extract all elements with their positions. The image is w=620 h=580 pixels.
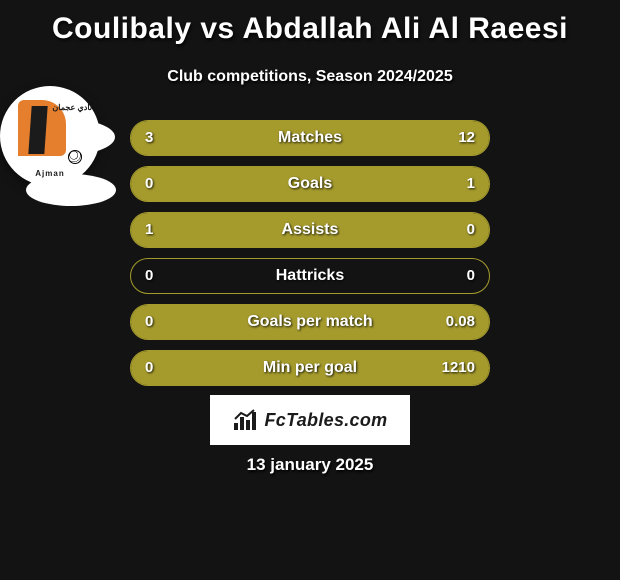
soccer-ball-icon xyxy=(68,150,82,164)
date-label: 13 january 2025 xyxy=(0,455,620,475)
stat-row: 00.08Goals per match xyxy=(130,304,490,340)
stat-label: Min per goal xyxy=(131,351,489,386)
page-subtitle: Club competitions, Season 2024/2025 xyxy=(0,68,620,86)
ajman-text-en: Ajman xyxy=(10,169,90,178)
stat-label: Matches xyxy=(131,121,489,156)
attribution-text: FcTables.com xyxy=(265,410,388,431)
ajman-logo: نادي عجمان Ajman xyxy=(10,96,90,176)
stat-label: Goals per match xyxy=(131,305,489,340)
stat-row: 312Matches xyxy=(130,120,490,156)
stat-label: Assists xyxy=(131,213,489,248)
stat-row: 00Hattricks xyxy=(130,258,490,294)
stat-row: 01Goals xyxy=(130,166,490,202)
team-right-badge: نادي عجمان Ajman xyxy=(0,86,100,186)
stats-panel: 312Matches 01Goals 10Assists 00Hattricks 00.… xyxy=(130,120,490,396)
attribution-badge: FcTables.com xyxy=(210,395,410,445)
barchart-icon xyxy=(233,409,259,431)
stat-row: 01210Min per goal xyxy=(130,350,490,386)
stat-row: 10Assists xyxy=(130,212,490,248)
team-left-badge-shadow xyxy=(26,174,116,206)
stat-label: Goals xyxy=(131,167,489,202)
ajman-text-ar: نادي عجمان xyxy=(52,104,92,112)
page-title: Coulibaly vs Abdallah Ali Al Raeesi xyxy=(0,0,620,46)
stat-label: Hattricks xyxy=(131,259,489,294)
